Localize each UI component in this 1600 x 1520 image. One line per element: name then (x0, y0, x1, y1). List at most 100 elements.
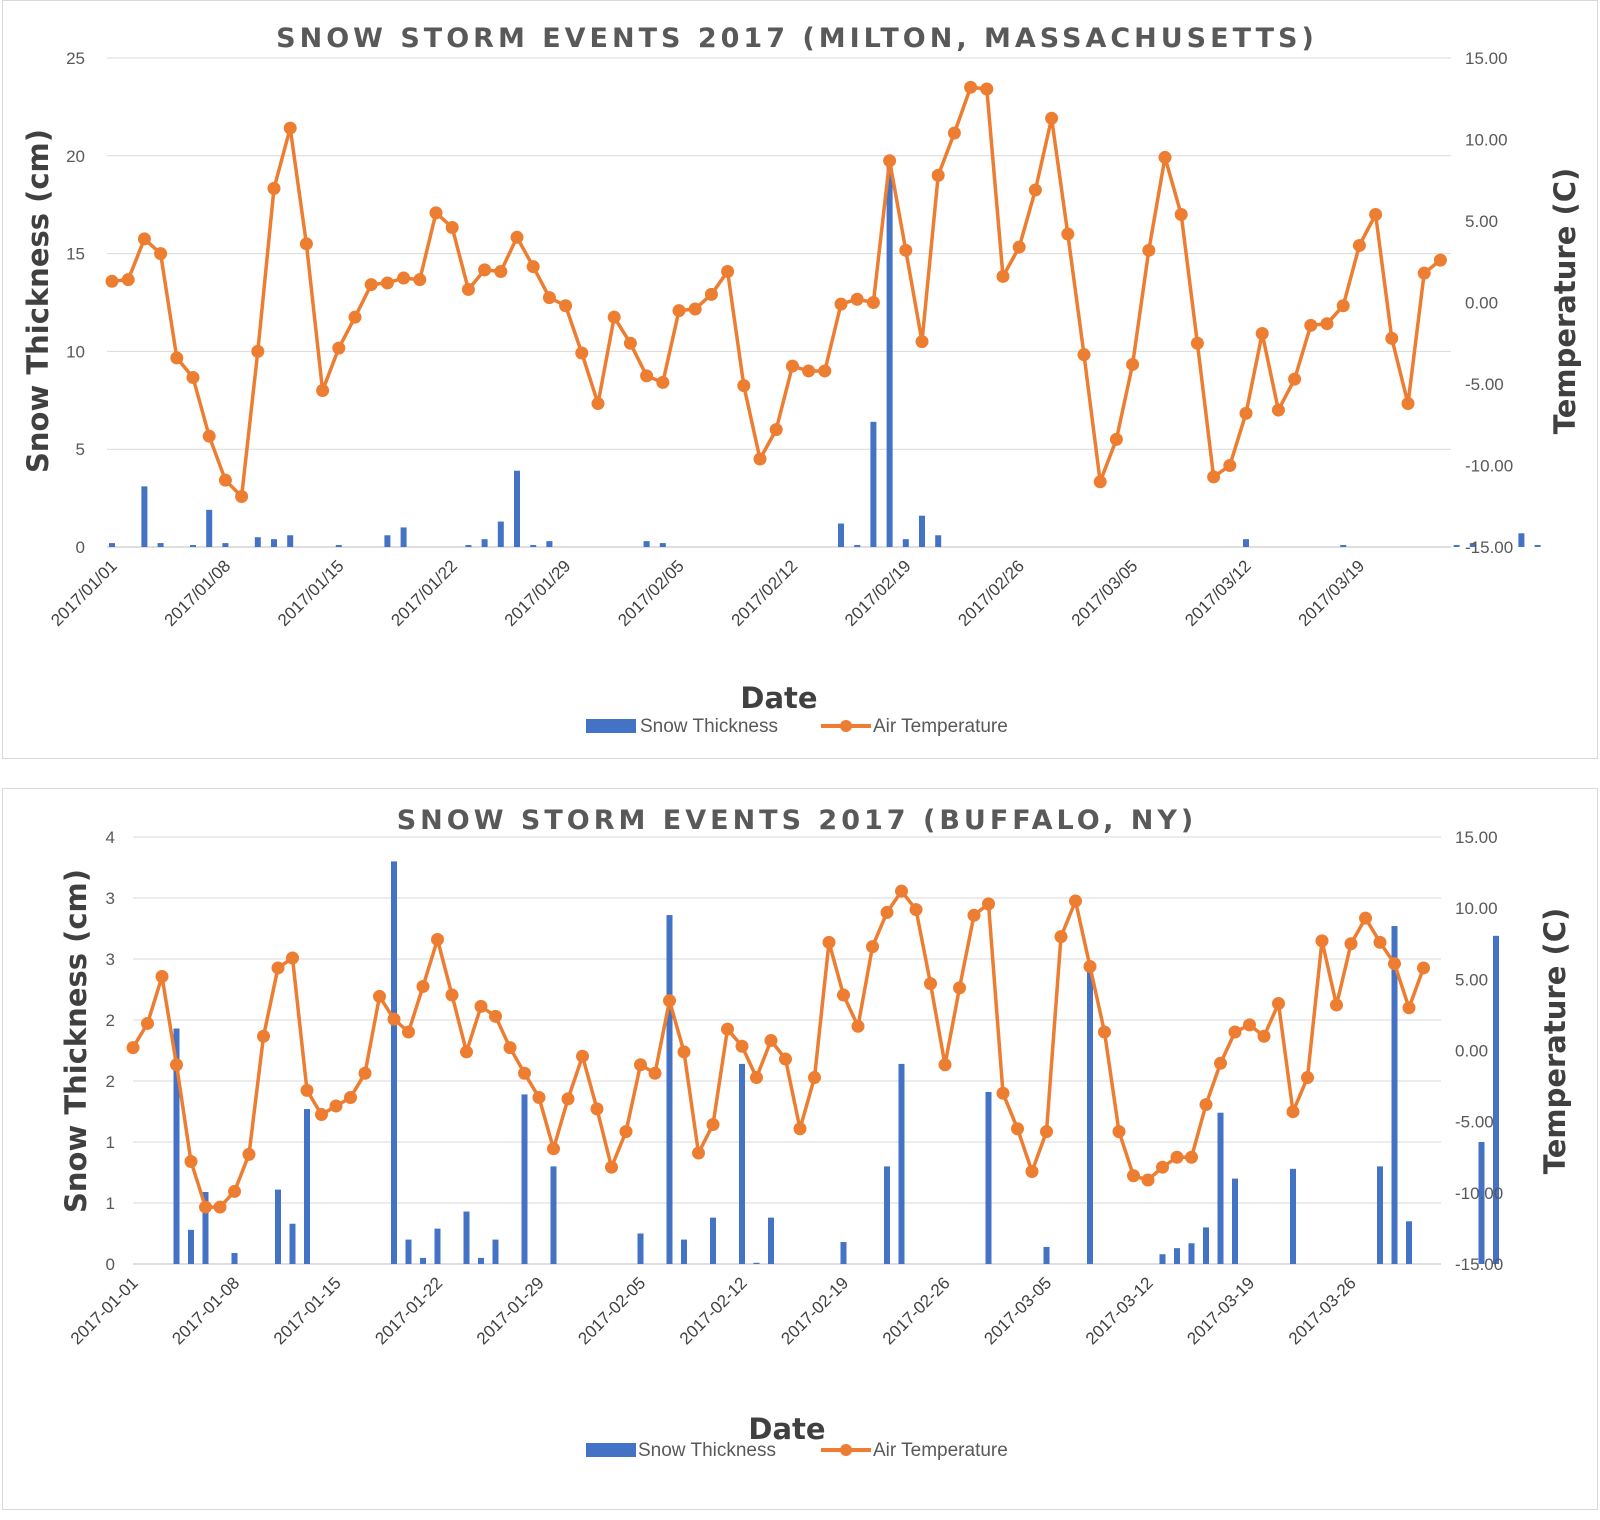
temperature-point (931, 168, 945, 182)
temperature-point (1083, 960, 1097, 974)
bar (1478, 1142, 1485, 1264)
temperature-point (202, 429, 216, 443)
bar (497, 521, 504, 547)
temperature-point (397, 271, 411, 285)
temperature-point (1385, 331, 1399, 345)
x-tick-label: 2017/02/26 (954, 556, 1028, 630)
y2-tick-labels: -15.00 -10.00 -5.00 0.00 5.00 10.00 15.00 (1455, 828, 1503, 1274)
x-tick-label: 2017/01/29 (501, 556, 575, 630)
temperature-point (850, 292, 864, 306)
temperature-point (623, 336, 637, 350)
bar (1232, 1178, 1238, 1264)
temperature-point (271, 961, 285, 975)
gridlines (133, 836, 1441, 1265)
temperature-point (866, 296, 880, 309)
y2-tick-label: -15.00 (1465, 538, 1513, 557)
x-axis-title: Date (748, 1412, 825, 1446)
temperature-point (1170, 1150, 1184, 1164)
temperature-point (184, 1155, 198, 1169)
temperature-point (672, 304, 686, 318)
temperature-point (286, 951, 299, 965)
temperature-point (721, 265, 735, 279)
temperature-point (170, 351, 184, 365)
y2-tick-label: 15.00 (1455, 828, 1498, 847)
bar (886, 155, 893, 548)
temperature-point (1112, 1125, 1126, 1139)
temperature-point (895, 884, 908, 898)
temperature-point (779, 1052, 792, 1066)
legend-swatch-bar (586, 719, 636, 733)
temperature-point (706, 1118, 720, 1132)
bar-series (109, 155, 1541, 548)
bar (840, 1242, 847, 1264)
bar (478, 1257, 484, 1264)
bar (838, 523, 844, 547)
bar (1188, 1243, 1195, 1264)
legend-label-bar: Snow Thickness (638, 1440, 776, 1461)
temperature-point (300, 1083, 314, 1097)
y2-tick-label: 10.00 (1455, 899, 1498, 918)
y-tick-label: 5 (76, 440, 85, 459)
temperature-point (478, 263, 492, 277)
x-tick-label: 2017/02/19 (841, 556, 915, 630)
chart-title: SNOW STORM EVENTS 2017 (BUFFALO, NY) (397, 805, 1198, 836)
bar (289, 1223, 296, 1264)
x-tick-label: 2017-03-19 (1183, 1273, 1258, 1348)
y2-tick-label: -5.00 (1455, 1113, 1494, 1132)
temperature-point (909, 903, 923, 917)
temperature-point (257, 1029, 270, 1043)
bar (870, 421, 877, 547)
temperature-point (663, 994, 676, 1008)
temperature-point (315, 1108, 328, 1122)
temperature-point (559, 299, 573, 313)
bar (550, 1166, 557, 1264)
temperature-point (1288, 372, 1302, 386)
temperature-point (1054, 930, 1068, 944)
temperature-point (413, 273, 427, 287)
bar (681, 1239, 687, 1264)
temperature-point (561, 1092, 575, 1106)
x-axis-title: Date (740, 681, 817, 715)
line-series (105, 80, 1447, 503)
x-tick-label: 2017-03-05 (980, 1273, 1055, 1348)
x-tick-label: 2017-02-19 (777, 1273, 852, 1348)
temperature-point (526, 260, 540, 274)
bar (1203, 1227, 1209, 1264)
x-tick-label: 2017/02/12 (728, 556, 802, 630)
temperature-point (141, 1016, 154, 1030)
bar (1290, 1168, 1296, 1264)
temperature-point (575, 346, 589, 360)
temperature-point (105, 274, 119, 288)
bar (530, 545, 537, 547)
temperature-point (866, 940, 879, 954)
temperature-point (402, 1025, 415, 1039)
bar (768, 1217, 774, 1264)
temperature-point (1141, 1173, 1155, 1187)
y-tick-label: 3 (106, 889, 115, 908)
temperature-point (822, 935, 836, 949)
temperature-point (1373, 935, 1387, 949)
temperature-point (634, 1058, 647, 1072)
temperature-point (121, 273, 135, 287)
bar (753, 1262, 760, 1264)
temperature-point (1069, 894, 1082, 908)
temperature-point (542, 291, 556, 305)
x-tick-label: 2017-03-26 (1285, 1273, 1360, 1348)
bar (1159, 1254, 1166, 1264)
temperature-point (938, 1058, 952, 1072)
bar (434, 1228, 441, 1264)
temperature-point (591, 397, 605, 411)
y2-tick-label: -15.00 (1455, 1255, 1503, 1274)
chart-milton: SNOW STORM EVENTS 2017 (MILTON, MASSACHU… (21, 23, 1582, 737)
x-tick-label: 2017-02-12 (676, 1273, 751, 1348)
temperature-point (429, 206, 443, 220)
temperature-point (213, 1200, 227, 1214)
temperature-point (953, 981, 966, 995)
temperature-point (518, 1066, 531, 1080)
bar (1174, 1248, 1180, 1264)
bar (1217, 1112, 1224, 1264)
bar (173, 1028, 180, 1264)
temperature-point (329, 1099, 343, 1113)
temperature-point (1142, 243, 1156, 257)
bar (231, 1253, 238, 1264)
